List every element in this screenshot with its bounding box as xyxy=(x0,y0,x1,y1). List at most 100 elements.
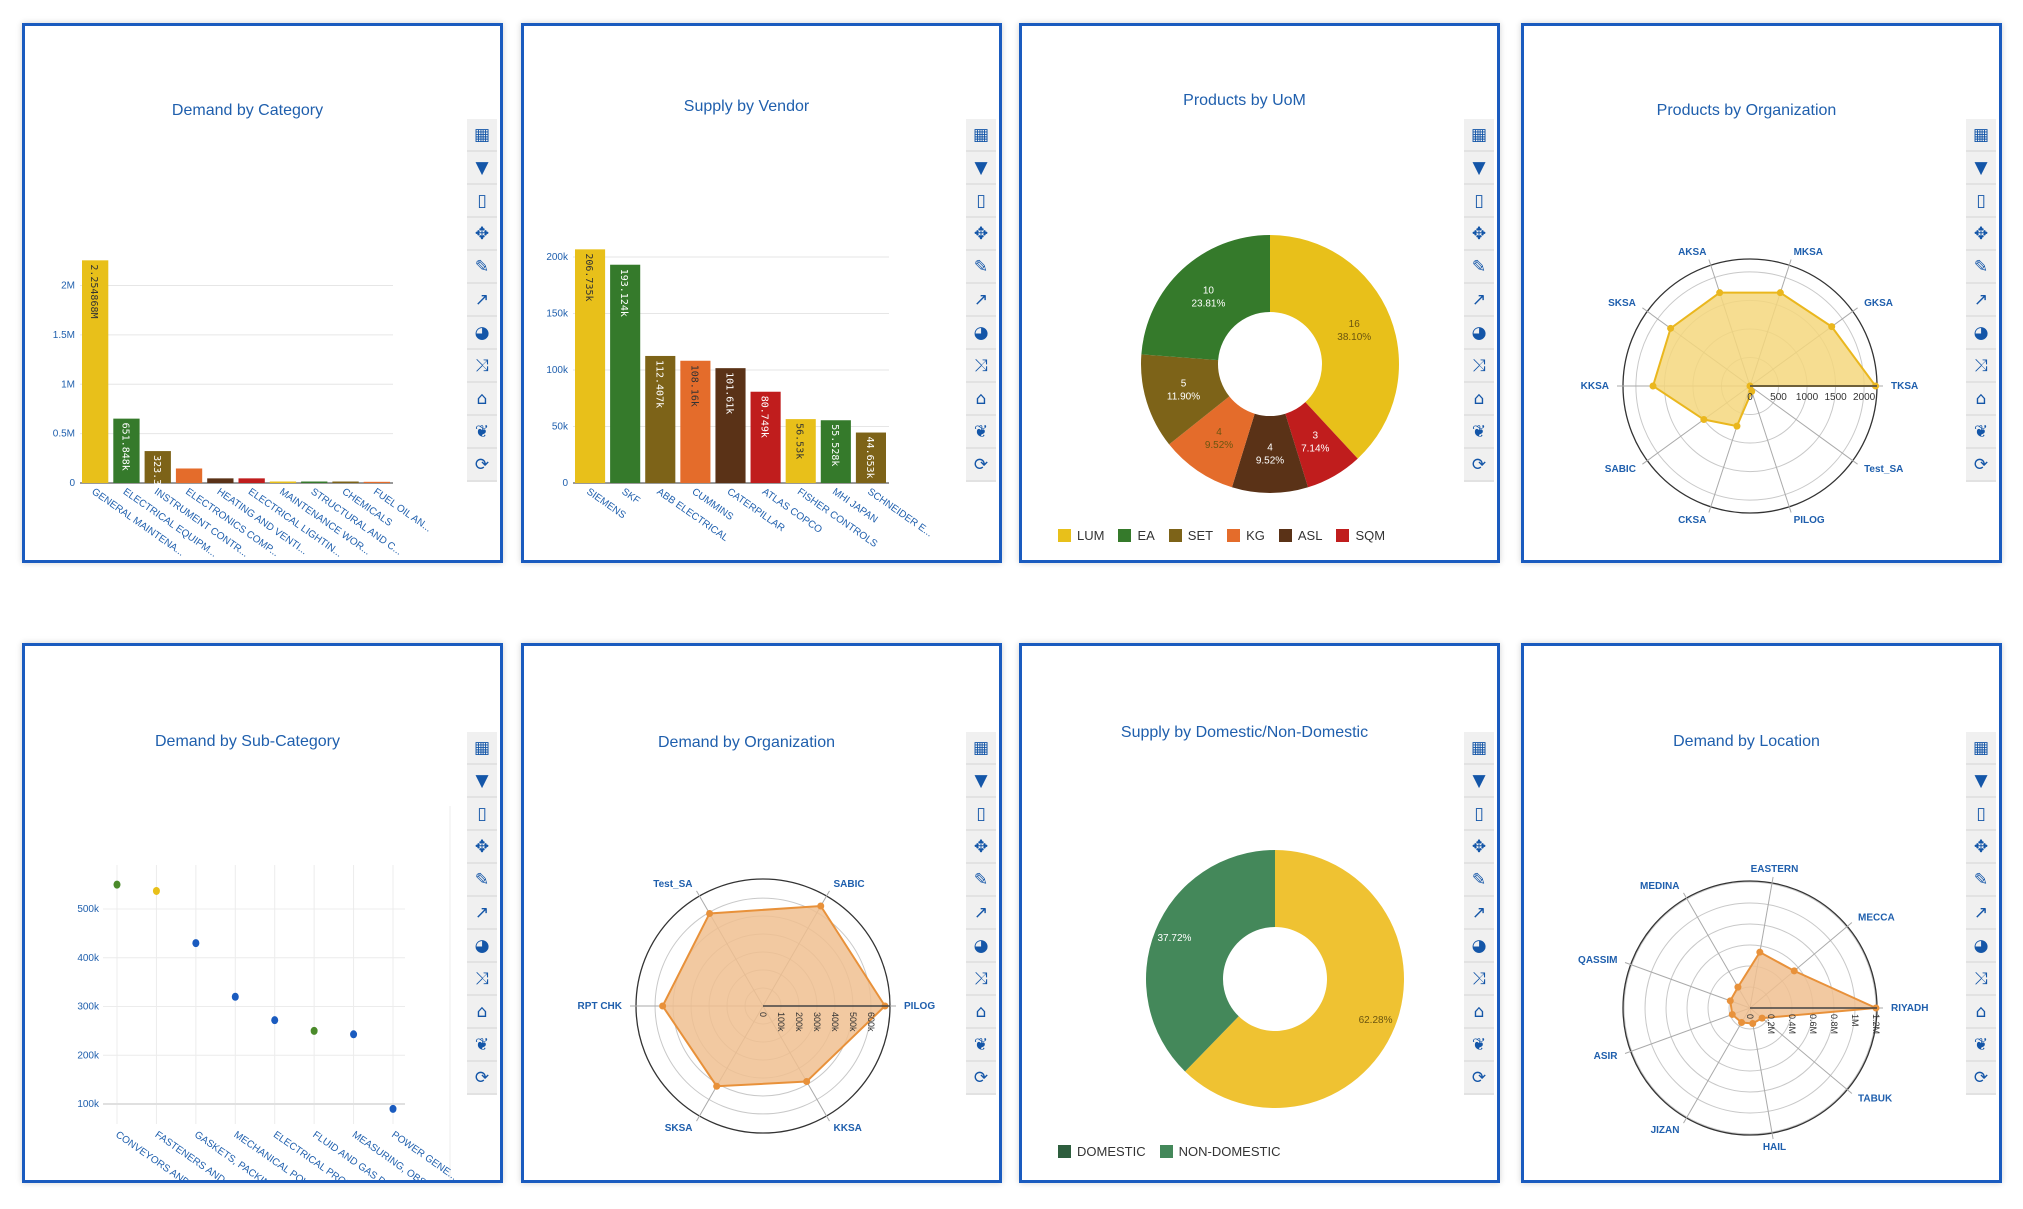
palette-icon[interactable]: ◕ xyxy=(1464,930,1494,963)
palette-icon[interactable]: ◕ xyxy=(966,317,996,350)
trend-icon[interactable]: ↗ xyxy=(1966,897,1996,930)
edit-icon[interactable]: ✎ xyxy=(1464,251,1494,284)
legend-item[interactable]: LUM xyxy=(1058,528,1104,543)
expand-icon[interactable]: ✥ xyxy=(1966,218,1996,251)
brain-icon[interactable]: ❦ xyxy=(1966,416,1996,449)
edit-icon[interactable]: ✎ xyxy=(1966,251,1996,284)
shuffle-icon[interactable]: ⤨ xyxy=(1464,963,1494,996)
legend-item[interactable]: NON-DOMESTIC xyxy=(1159,1144,1280,1159)
trend-icon[interactable]: ↗ xyxy=(1966,284,1996,317)
expand-icon[interactable]: ✥ xyxy=(966,218,996,251)
chart-svg: PILOG SABIC Test_SA RPT CHK SKSA KKSA 0 100k 200… xyxy=(578,878,935,1134)
home-icon[interactable]: ⌂ xyxy=(1966,996,1996,1029)
home-icon[interactable]: ⌂ xyxy=(1966,383,1996,416)
home-icon[interactable]: ⌂ xyxy=(467,996,497,1029)
shuffle-icon[interactable]: ⤨ xyxy=(467,963,497,996)
trend-icon[interactable]: ↗ xyxy=(1464,897,1494,930)
sync-icon[interactable]: ⟳ xyxy=(1966,449,1996,482)
palette-icon[interactable]: ◕ xyxy=(1966,930,1996,963)
trend-icon[interactable]: ↗ xyxy=(467,897,497,930)
palette-icon[interactable]: ◕ xyxy=(467,930,497,963)
palette-icon[interactable]: ◕ xyxy=(1464,317,1494,350)
home-icon[interactable]: ⌂ xyxy=(966,383,996,416)
radar-point xyxy=(1776,289,1784,297)
edit-icon[interactable]: ✎ xyxy=(966,864,996,897)
brain-icon[interactable]: ❦ xyxy=(966,1029,996,1062)
home-icon[interactable]: ⌂ xyxy=(966,996,996,1029)
shuffle-icon[interactable]: ⤨ xyxy=(1966,963,1996,996)
expand-icon[interactable]: ✥ xyxy=(467,218,497,251)
trend-icon[interactable]: ↗ xyxy=(1464,284,1494,317)
expand-icon[interactable]: ✥ xyxy=(966,831,996,864)
edit-icon[interactable]: ✎ xyxy=(467,251,497,284)
brain-icon[interactable]: ❦ xyxy=(1464,416,1494,449)
table-icon[interactable]: ▦ xyxy=(1464,119,1494,152)
filter-icon[interactable]: ▼ xyxy=(1966,765,1996,798)
brain-icon[interactable]: ❦ xyxy=(966,416,996,449)
sync-icon[interactable]: ⟳ xyxy=(1464,449,1494,482)
brain-icon[interactable]: ❦ xyxy=(467,416,497,449)
trash-icon[interactable]: ▯ xyxy=(467,185,497,218)
sync-icon[interactable]: ⟳ xyxy=(467,449,497,482)
legend-item[interactable]: KG xyxy=(1227,528,1265,543)
table-icon[interactable]: ▦ xyxy=(966,732,996,765)
brain-icon[interactable]: ❦ xyxy=(1464,1029,1494,1062)
trash-icon[interactable]: ▯ xyxy=(1464,185,1494,218)
shuffle-icon[interactable]: ⤨ xyxy=(467,350,497,383)
edit-icon[interactable]: ✎ xyxy=(1464,864,1494,897)
home-icon[interactable]: ⌂ xyxy=(467,383,497,416)
trash-icon[interactable]: ▯ xyxy=(966,798,996,831)
trash-icon[interactable]: ▯ xyxy=(467,798,497,831)
filter-icon[interactable]: ▼ xyxy=(966,152,996,185)
bar xyxy=(575,249,606,483)
filter-icon[interactable]: ▼ xyxy=(1464,765,1494,798)
filter-icon[interactable]: ▼ xyxy=(966,765,996,798)
table-icon[interactable]: ▦ xyxy=(467,732,497,765)
trash-icon[interactable]: ▯ xyxy=(1464,798,1494,831)
shuffle-icon[interactable]: ⤨ xyxy=(966,963,996,996)
edit-icon[interactable]: ✎ xyxy=(966,251,996,284)
expand-icon[interactable]: ✥ xyxy=(1966,831,1996,864)
sync-icon[interactable]: ⟳ xyxy=(1464,1062,1494,1095)
legend-item[interactable]: SQM xyxy=(1336,528,1385,543)
table-icon[interactable]: ▦ xyxy=(1966,732,1996,765)
trend-icon[interactable]: ↗ xyxy=(966,897,996,930)
shuffle-icon[interactable]: ⤨ xyxy=(966,350,996,383)
filter-icon[interactable]: ▼ xyxy=(467,765,497,798)
chart-svg: 16 38.10% 3 7.14% 4 9.52% 4 9.52% 5 11.90% 10 23.81… xyxy=(1141,235,1399,493)
sync-icon[interactable]: ⟳ xyxy=(966,1062,996,1095)
table-icon[interactable]: ▦ xyxy=(1464,732,1494,765)
filter-icon[interactable]: ▼ xyxy=(467,152,497,185)
trash-icon[interactable]: ▯ xyxy=(1966,185,1996,218)
expand-icon[interactable]: ✥ xyxy=(467,831,497,864)
palette-icon[interactable]: ◕ xyxy=(1966,317,1996,350)
shuffle-icon[interactable]: ⤨ xyxy=(1464,350,1494,383)
palette-icon[interactable]: ◕ xyxy=(966,930,996,963)
table-icon[interactable]: ▦ xyxy=(467,119,497,152)
expand-icon[interactable]: ✥ xyxy=(1464,831,1494,864)
legend-item[interactable]: SET xyxy=(1168,528,1213,543)
shuffle-icon[interactable]: ⤨ xyxy=(1966,350,1996,383)
sync-icon[interactable]: ⟳ xyxy=(467,1062,497,1095)
home-icon[interactable]: ⌂ xyxy=(1464,996,1494,1029)
palette-icon[interactable]: ◕ xyxy=(467,317,497,350)
filter-icon[interactable]: ▼ xyxy=(1464,152,1494,185)
legend-item[interactable]: EA xyxy=(1118,528,1155,543)
legend-item[interactable]: ASL xyxy=(1278,528,1322,543)
sync-icon[interactable]: ⟳ xyxy=(966,449,996,482)
trend-icon[interactable]: ↗ xyxy=(467,284,497,317)
brain-icon[interactable]: ❦ xyxy=(467,1029,497,1062)
table-icon[interactable]: ▦ xyxy=(966,119,996,152)
trash-icon[interactable]: ▯ xyxy=(966,185,996,218)
filter-icon[interactable]: ▼ xyxy=(1966,152,1996,185)
sync-icon[interactable]: ⟳ xyxy=(1966,1062,1996,1095)
trash-icon[interactable]: ▯ xyxy=(1966,798,1996,831)
expand-icon[interactable]: ✥ xyxy=(1464,218,1494,251)
edit-icon[interactable]: ✎ xyxy=(1966,864,1996,897)
legend-item[interactable]: DOMESTIC xyxy=(1058,1144,1146,1159)
home-icon[interactable]: ⌂ xyxy=(1464,383,1494,416)
trend-icon[interactable]: ↗ xyxy=(966,284,996,317)
brain-icon[interactable]: ❦ xyxy=(1966,1029,1996,1062)
edit-icon[interactable]: ✎ xyxy=(467,864,497,897)
table-icon[interactable]: ▦ xyxy=(1966,119,1996,152)
